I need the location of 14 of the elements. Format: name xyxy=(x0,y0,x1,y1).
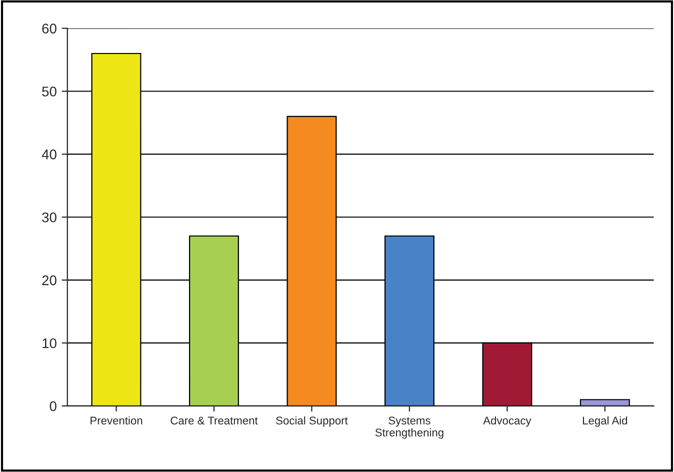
y-tick-label: 40 xyxy=(42,150,56,160)
y-tick-label: 10 xyxy=(42,338,56,348)
x-tick-label: Advocacy xyxy=(483,416,532,427)
x-tick-label: Prevention xyxy=(90,416,142,424)
y-tick-label: 60 xyxy=(42,24,56,34)
x-tick-label: Legal Aid xyxy=(582,416,628,427)
bar xyxy=(580,399,630,406)
y-tick-label: 20 xyxy=(42,275,56,286)
x-tick-label: Care & Treatment xyxy=(170,416,258,424)
y-tick-label: 50 xyxy=(42,86,56,96)
x-tick-label: Systems Strengthening xyxy=(375,416,444,439)
y-tick-label: 0 xyxy=(50,401,56,412)
x-tick-label: Social Support xyxy=(276,416,348,427)
y-tick-label: 30 xyxy=(42,212,56,222)
